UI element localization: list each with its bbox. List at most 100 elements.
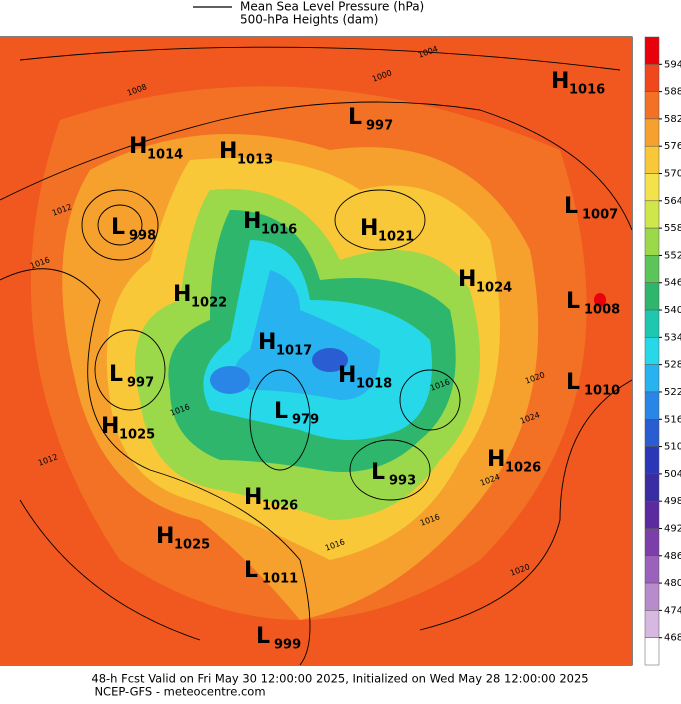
height-band bbox=[312, 348, 348, 372]
pressure-center-letter: L bbox=[274, 399, 288, 424]
pressure-center-letter: L bbox=[566, 289, 580, 314]
pressure-center-value: 1014 bbox=[147, 148, 183, 163]
colorbar-tick-label: 546 bbox=[664, 278, 681, 289]
colorbar-tick-label: 522 bbox=[664, 387, 681, 398]
colorbar-tick-label: 534 bbox=[664, 332, 681, 343]
colorbar-swatch bbox=[644, 364, 660, 393]
pressure-center-letter: H bbox=[219, 139, 237, 164]
colorbar-swatch bbox=[644, 255, 660, 283]
pressure-center-letter: H bbox=[487, 447, 505, 472]
footer-line: NCEP-GFS - meteocentre.com bbox=[94, 685, 265, 699]
colorbar-swatch bbox=[644, 419, 660, 447]
pressure-center-value: 997 bbox=[366, 119, 393, 134]
pressure-center-letter: L bbox=[256, 624, 270, 649]
pressure-center-value: 1026 bbox=[262, 499, 298, 514]
pressure-center-value: 1007 bbox=[582, 208, 618, 223]
colorbar-swatch bbox=[644, 173, 660, 202]
colorbar-swatch bbox=[644, 64, 660, 92]
pressure-center-letter: H bbox=[551, 69, 569, 94]
colorbar-tick-label: 558 bbox=[664, 223, 681, 234]
pressure-center-value: 1021 bbox=[378, 230, 414, 245]
pressure-center-value: 1011 bbox=[262, 572, 298, 587]
colorbar-tick-label: 570 bbox=[664, 169, 681, 180]
pressure-center-value: 1017 bbox=[276, 344, 312, 359]
colorbar-swatch bbox=[644, 337, 660, 365]
colorbar-swatch bbox=[644, 91, 660, 120]
pressure-center-letter: H bbox=[129, 134, 147, 159]
pressure-center-value: 1025 bbox=[119, 428, 155, 443]
colorbar-swatch bbox=[644, 118, 660, 147]
map bbox=[0, 36, 633, 666]
colorbar-tick-label: 498 bbox=[664, 496, 681, 507]
pressure-center-letter: H bbox=[258, 330, 276, 355]
colorbar-tick-label: 528 bbox=[664, 360, 681, 371]
pressure-center-letter: H bbox=[101, 414, 119, 439]
colorbar-swatch bbox=[644, 309, 660, 338]
colorbar-swatch bbox=[644, 473, 660, 502]
colorbar: 594 588 582 576 570 564 558 552 546 540 534 528 522 5… bbox=[644, 36, 681, 666]
pressure-center-letter: L bbox=[111, 215, 125, 240]
colorbar-swatch bbox=[644, 555, 660, 584]
colorbar-swatch bbox=[644, 528, 660, 557]
pressure-center-value: 1016 bbox=[261, 223, 297, 238]
height-band bbox=[0, 37, 632, 665]
colorbar-swatch bbox=[644, 36, 660, 65]
pressure-center-value: 1016 bbox=[569, 83, 605, 98]
legend-fill-label: 500-hPa Heights (dam) bbox=[240, 13, 378, 27]
colorbar-tick-label: 588 bbox=[664, 87, 681, 98]
pressure-center-value: 998 bbox=[129, 229, 156, 244]
colorbar-swatch bbox=[644, 282, 660, 311]
colorbar-tick-label: 594 bbox=[664, 59, 681, 70]
legend-line-label: Mean Sea Level Pressure (hPa) bbox=[240, 0, 424, 14]
colorbar-tick-label: 468 bbox=[664, 633, 681, 644]
colorbar-tick-label: 552 bbox=[664, 250, 681, 261]
pressure-center-letter: H bbox=[360, 216, 378, 241]
pressure-center-value: 1008 bbox=[584, 303, 620, 318]
pressure-center-value: 1024 bbox=[476, 281, 512, 296]
colorbar-tick-label: 486 bbox=[664, 551, 681, 562]
pressure-center-letter: H bbox=[156, 524, 174, 549]
pressure-center-letter: L bbox=[564, 194, 578, 219]
pressure-center-value: 1013 bbox=[237, 153, 273, 168]
colorbar-tick-label: 492 bbox=[664, 523, 681, 534]
colorbar-tick-label: 510 bbox=[664, 442, 681, 453]
colorbar-swatch bbox=[644, 610, 660, 638]
pressure-center-value: 1018 bbox=[356, 377, 392, 392]
pressure-center-value: 979 bbox=[292, 413, 319, 428]
pressure-center-letter: L bbox=[348, 105, 362, 130]
pressure-center-value: 999 bbox=[274, 638, 301, 653]
pressure-center-letter: L bbox=[109, 362, 123, 387]
colorbar-swatch bbox=[644, 446, 660, 475]
colorbar-tick-label: 582 bbox=[664, 114, 681, 125]
pressure-center-value: 993 bbox=[389, 474, 416, 489]
colorbar-swatch bbox=[644, 582, 660, 611]
pressure-center-letter: H bbox=[243, 209, 261, 234]
colorbar-swatch bbox=[644, 200, 660, 229]
isobars bbox=[0, 46, 633, 666]
colorbar-tick-label: 504 bbox=[664, 469, 681, 480]
colorbar-tick-label: 480 bbox=[664, 578, 681, 589]
colorbar-swatch bbox=[644, 145, 660, 174]
pressure-center-value: 1010 bbox=[584, 384, 620, 399]
colorbar-tick-label: 474 bbox=[664, 605, 681, 616]
pressure-center-letter: H bbox=[338, 363, 356, 388]
pressure-center-letter: H bbox=[244, 485, 262, 510]
pressure-center-letter: H bbox=[173, 282, 191, 307]
footer-line: 48-h Fcst Valid on Fri May 30 12:00:00 2… bbox=[91, 672, 588, 686]
height-band bbox=[210, 366, 250, 394]
colorbar-tick-label: 564 bbox=[664, 196, 681, 207]
colorbar-swatch bbox=[644, 227, 660, 256]
pressure-center-value: 1026 bbox=[505, 461, 541, 476]
pressure-center-letter: H bbox=[458, 267, 476, 292]
pressure-center-value: 1025 bbox=[174, 538, 210, 553]
pressure-center-letter: L bbox=[244, 558, 258, 583]
colorbar-tick-label: 576 bbox=[664, 141, 681, 152]
colorbar-swatch bbox=[644, 500, 660, 529]
pressure-center-value: 1022 bbox=[191, 296, 227, 311]
colorbar-swatch bbox=[644, 391, 660, 420]
pressure-center-letter: L bbox=[371, 460, 385, 485]
colorbar-tick-label: 540 bbox=[664, 305, 681, 316]
